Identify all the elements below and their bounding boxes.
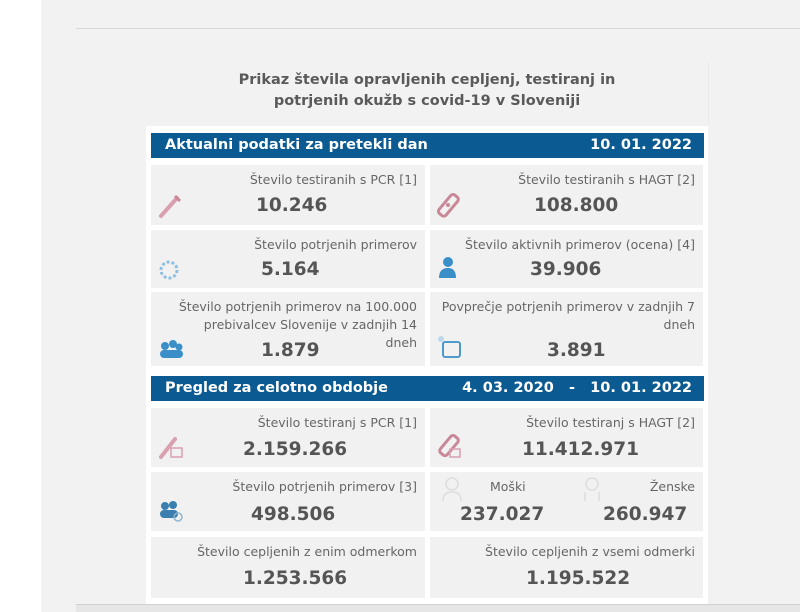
section-date-range: 4. 03. 2020 - 10. 01. 2022	[462, 376, 692, 401]
man-icon	[442, 477, 462, 502]
virus-icon	[159, 260, 179, 280]
person-icon	[439, 257, 456, 278]
men-value: 237.027	[460, 504, 545, 525]
tile-value: 5.164	[261, 259, 320, 280]
date-to: 10. 01. 2022	[590, 380, 692, 396]
tile-value: 1.195.522	[526, 568, 631, 589]
tile-label: Število aktivnih primerov (ocena) [4]	[465, 237, 695, 252]
tile-label: Število potrjenih primerov [3]	[232, 479, 417, 494]
tile-value: 2.159.266	[243, 439, 348, 460]
tile-label: Število potrjenih primerov	[254, 237, 417, 252]
tile-label: Število testiranj s PCR [1]	[257, 415, 417, 430]
tile-total-pcr: Število testiranj s PCR [1] 2.159.266	[151, 408, 425, 467]
people-group-icon	[160, 501, 183, 522]
tile-value: 108.800	[534, 195, 619, 216]
tile-daily-avg7: Povprečje potrjenih primerov v zadnjih 7…	[430, 292, 703, 366]
tile-daily-active: Število aktivnih primerov (ocena) [4] 39…	[430, 230, 703, 288]
tile-value: 10.246	[256, 195, 328, 216]
footer-bar	[76, 604, 800, 612]
divider	[76, 28, 800, 29]
tile-value: 3.891	[547, 340, 606, 361]
tile-value: 1.253.566	[243, 568, 348, 589]
section-title: Aktualni podatki za pretekli dan	[165, 137, 428, 153]
women-value: 260.947	[603, 504, 688, 525]
tile-label: Število cepljenih z vsemi odmerki	[485, 544, 695, 559]
title-line: Prikaz števila opravljenih cepljenj, tes…	[238, 72, 616, 88]
tile-total-gender: Moški 237.027 Ženske 260.947	[430, 472, 703, 531]
tile-total-vacc-one: Število cepljenih z enim odmerkom 1.253.…	[151, 537, 425, 598]
daily-header: Aktualni podatki za pretekli dan 10. 01. …	[151, 133, 704, 158]
women-label: Ženske	[649, 479, 695, 494]
page-title: Prikaz števila opravljenih cepljenj, tes…	[146, 70, 708, 112]
calendar-icon	[438, 336, 461, 358]
tile-label: Število cepljenih z enim odmerkom	[197, 544, 417, 559]
tile-total-confirmed: Število potrjenih primerov [3] 498.506	[151, 472, 425, 531]
tile-daily-hagt: Število testiranih s HAGT [2] 108.800	[430, 165, 703, 225]
title-line: potrjenih okužb s covid-19 v Sloveniji	[273, 93, 581, 109]
tile-label: Število testiranj s HAGT [2]	[526, 415, 695, 430]
tile-value: 39.906	[530, 259, 602, 280]
tile-label: Število testiranih s PCR [1]	[249, 172, 417, 187]
rapid-test-icon	[436, 192, 460, 218]
tile-label: Povprečje potrjenih primerov v zadnjih 7…	[441, 299, 695, 332]
tile-total-hagt: Število testiranj s HAGT [2] 11.412.971	[430, 408, 703, 467]
people-group-icon	[160, 340, 183, 358]
tile-daily-confirmed: Število potrjenih primerov 5.164	[151, 230, 425, 288]
test-tube-icon	[159, 194, 182, 218]
divider	[708, 63, 709, 123]
date-separator: -	[568, 380, 576, 396]
tile-label: Število testiranih s HAGT [2]	[518, 172, 695, 187]
tile-daily-pcr: Število testiranih s PCR [1] 10.246	[151, 165, 425, 225]
test-tube-icon	[159, 437, 183, 459]
woman-icon	[584, 477, 600, 501]
total-header: Pregled za celotno obdobje 4. 03. 2020 - …	[151, 376, 704, 401]
tile-value: 1.879	[261, 340, 320, 361]
tile-total-vacc-all: Število cepljenih z vsemi odmerki 1.195.…	[430, 537, 703, 598]
section-date: 10. 01. 2022	[590, 137, 692, 153]
tile-label: Število potrjenih primerov na 100.000 pr…	[178, 299, 417, 350]
tile-value: 498.506	[251, 504, 336, 525]
section-title: Pregled za celotno obdobje	[165, 380, 388, 396]
tile-value: 11.412.971	[522, 439, 640, 460]
tile-daily-per100k: Število potrjenih primerov na 100.000 pr…	[151, 292, 425, 366]
men-label: Moški	[490, 479, 526, 494]
date-from: 4. 03. 2020	[462, 380, 554, 396]
rapid-test-icon	[438, 433, 461, 458]
